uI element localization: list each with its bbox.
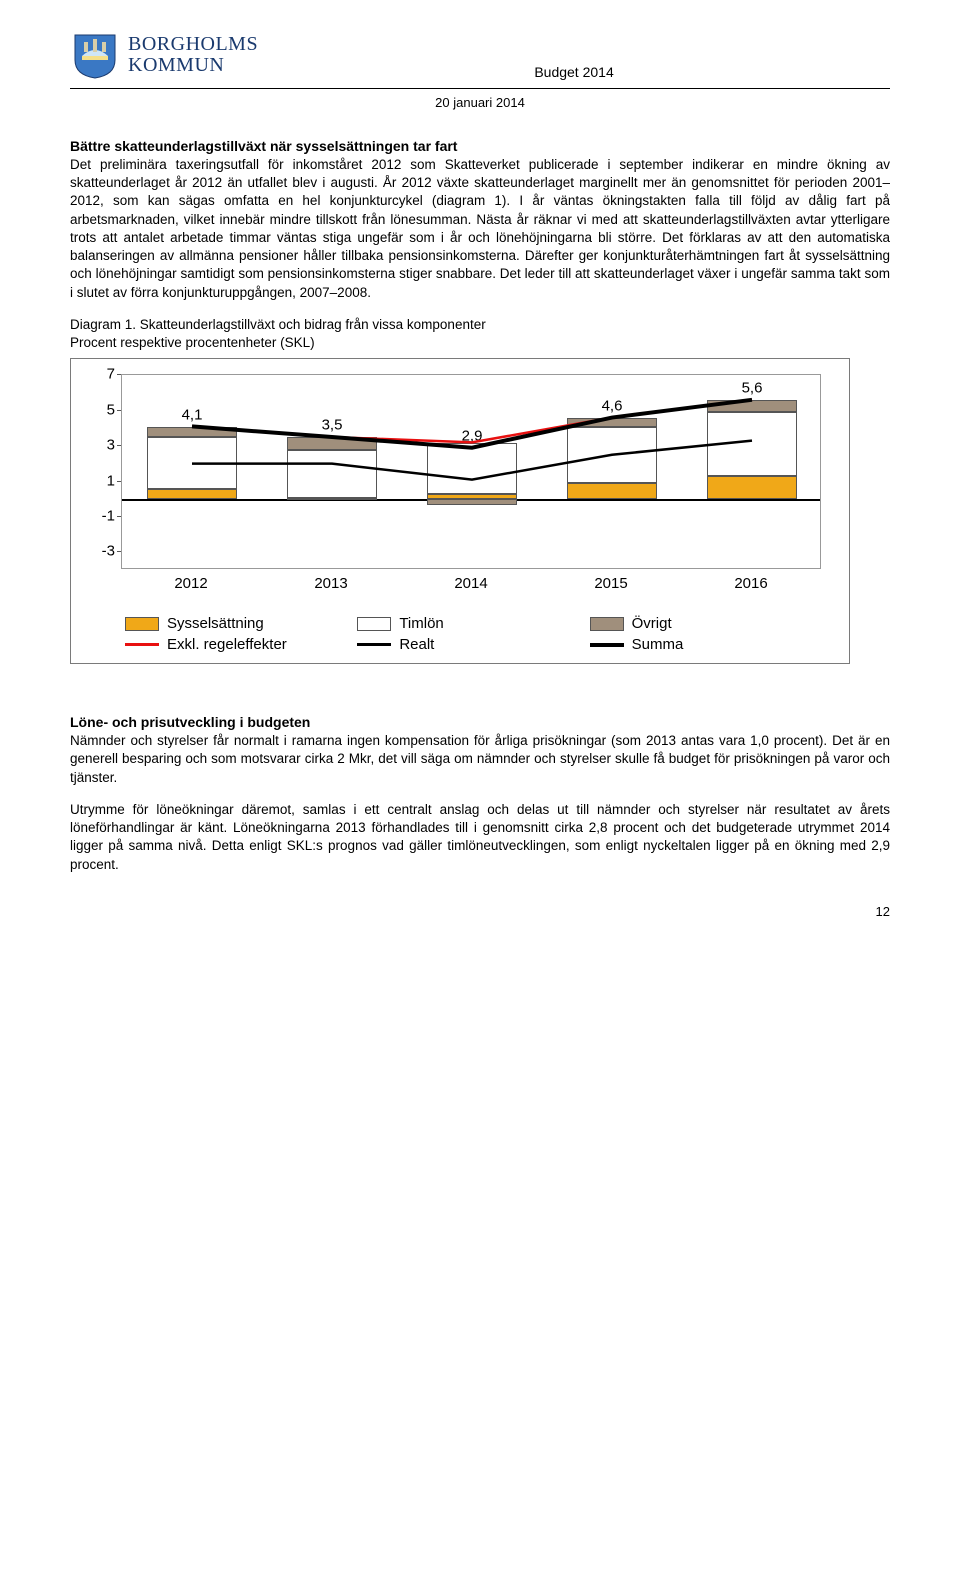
ytick-mark	[117, 445, 121, 446]
legend-realt: Realt	[357, 636, 589, 653]
legend-summa: Summa	[590, 636, 822, 653]
org-line2: KOMMUN	[128, 55, 258, 76]
legend-label: Exkl. regeleffekter	[167, 636, 287, 653]
ytick-mark	[117, 551, 121, 552]
ytick-mark	[117, 374, 121, 375]
doc-title: Budget 2014	[258, 64, 890, 80]
bar-segment	[287, 437, 377, 449]
bar-segment	[427, 499, 517, 504]
chart-plot: 4,1 3,5 2,9 4,6 5,6	[121, 374, 821, 569]
summa-value-label: 2,9	[462, 427, 483, 444]
bar-segment	[147, 427, 237, 438]
section2-p2: Utrymme för löneökningar däremot, samlas…	[70, 801, 890, 874]
legend-ovrigt: Övrigt	[590, 615, 822, 632]
bar-segment	[707, 412, 797, 476]
page-header: BORGHOLMS KOMMUN Budget 2014	[70, 30, 890, 80]
bar-group	[707, 375, 797, 568]
bar-segment	[567, 418, 657, 427]
ytick-label: -1	[81, 508, 115, 525]
bar-segment	[567, 427, 657, 484]
bar-group	[287, 375, 377, 568]
section2-p1: Nämnder och styrelser får normalt i rama…	[70, 732, 890, 787]
header-underline	[70, 88, 890, 89]
org-line1: BORGHOLMS	[128, 34, 258, 55]
chart-frame: 4,1 3,5 2,9 4,6 5,6 7 5 3 1 -1 -3 2012 2013 2014 2015…	[70, 358, 850, 664]
bar-segment	[567, 483, 657, 499]
xtick-label: 2016	[721, 575, 781, 592]
section1-para: Det preliminära taxeringsutfall för inko…	[70, 156, 890, 302]
xtick-label: 2014	[441, 575, 501, 592]
swatch-icon	[590, 617, 624, 631]
summa-value-label: 3,5	[322, 417, 343, 434]
summa-value-label: 4,6	[602, 397, 623, 414]
doc-title-wrap: Budget 2014	[258, 36, 890, 80]
bar-segment	[707, 400, 797, 412]
xtick-label: 2013	[301, 575, 361, 592]
ytick-label: -3	[81, 543, 115, 560]
line-swatch-icon	[125, 643, 159, 646]
xtick-label: 2012	[161, 575, 221, 592]
chart-area: 4,1 3,5 2,9 4,6 5,6 7 5 3 1 -1 -3 2012 2013 2014 2015…	[81, 369, 841, 609]
ytick-label: 7	[81, 366, 115, 383]
chart-legend: Sysselsättning Timlön Övrigt Exkl. regel…	[81, 609, 839, 655]
swatch-icon	[125, 617, 159, 631]
legend-label: Summa	[632, 636, 684, 653]
section1-heading: Bättre skatteunderlagstillväxt när sysse…	[70, 138, 890, 154]
diagram-caption-l2: Procent respektive procentenheter (SKL)	[70, 335, 315, 350]
ytick-label: 3	[81, 437, 115, 454]
line-swatch-icon	[590, 643, 624, 647]
diagram-caption: Diagram 1. Skatteunderlagstillväxt och b…	[70, 316, 890, 352]
ytick-label: 1	[81, 472, 115, 489]
summa-value-label: 5,6	[742, 380, 763, 397]
bar-segment	[287, 450, 377, 498]
bar-segment	[427, 443, 517, 494]
bar-group	[147, 375, 237, 568]
xtick-label: 2015	[581, 575, 641, 592]
bar-segment	[707, 476, 797, 499]
bar-segment	[147, 489, 237, 500]
summa-value-label: 4,1	[182, 406, 203, 423]
ytick-mark	[117, 481, 121, 482]
ytick-mark	[117, 516, 121, 517]
legend-exkl: Exkl. regeleffekter	[125, 636, 357, 653]
legend-label: Realt	[399, 636, 434, 653]
legend-label: Sysselsättning	[167, 615, 264, 632]
legend-sysselsattning: Sysselsättning	[125, 615, 357, 632]
org-name: BORGHOLMS KOMMUN	[128, 34, 258, 76]
legend-timlon: Timlön	[357, 615, 589, 632]
bar-group	[427, 375, 517, 568]
swatch-icon	[357, 617, 391, 631]
legend-label: Övrigt	[632, 615, 672, 632]
bar-segment	[147, 437, 237, 488]
doc-date: 20 januari 2014	[70, 95, 890, 110]
ytick-mark	[117, 410, 121, 411]
page-number: 12	[70, 904, 890, 919]
line-swatch-icon	[357, 643, 391, 646]
logo-block: BORGHOLMS KOMMUN	[70, 30, 258, 80]
ytick-label: 5	[81, 401, 115, 418]
crest-icon	[70, 30, 120, 80]
diagram-caption-l1: Diagram 1. Skatteunderlagstillväxt och b…	[70, 317, 486, 332]
bar-segment	[287, 498, 377, 500]
legend-label: Timlön	[399, 615, 443, 632]
section2-heading: Löne- och prisutveckling i budgeten	[70, 714, 890, 730]
